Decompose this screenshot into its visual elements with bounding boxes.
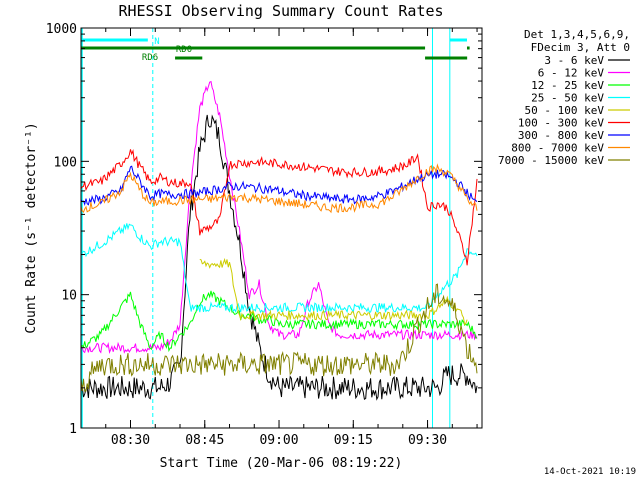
legend-header-line-1: Det 1,3,4,5,6,9, bbox=[524, 28, 630, 41]
legend-entry-label: 3 - 6 keV bbox=[544, 54, 604, 67]
legend: Det 1,3,4,5,6,9, FDecim 3, Att 0 3 - 6 k… bbox=[498, 28, 630, 167]
legend-entry-label: 800 - 7000 keV bbox=[511, 142, 604, 155]
y-tick-label: 1000 bbox=[46, 22, 77, 37]
y-tick-label: 10 bbox=[61, 289, 77, 304]
status-bands: N RD0 RD6 bbox=[81, 28, 483, 428]
plot-frame bbox=[80, 27, 483, 429]
band-label-rd6: RD6 bbox=[142, 53, 158, 63]
y-tick-label: 1 bbox=[69, 422, 77, 437]
series-line-7000-15000-kev bbox=[80, 283, 478, 392]
legend-entry-label: 100 - 300 keV bbox=[518, 117, 604, 130]
x-tick-label: 08:30 bbox=[111, 433, 150, 448]
legend-entry-label: 50 - 100 keV bbox=[525, 104, 605, 117]
band-label-n: N bbox=[154, 37, 159, 47]
band-label-rd0: RD0 bbox=[176, 45, 192, 55]
y-axis-label: Count Rate (s⁻¹ detector⁻¹) bbox=[24, 122, 39, 333]
axis-ticks: 08:30 08:45 09:00 09:15 09:30 1 10 100 1000 bbox=[46, 22, 482, 448]
x-tick-label: 09:00 bbox=[259, 433, 298, 448]
series-line-100-300-kev bbox=[80, 149, 478, 266]
legend-entry-label: 12 - 25 keV bbox=[531, 79, 604, 92]
series-line-300-800-kev bbox=[80, 165, 478, 207]
legend-entry-label: 300 - 800 keV bbox=[518, 129, 604, 142]
legend-entry-label: 6 - 12 keV bbox=[538, 67, 605, 80]
y-tick-label: 100 bbox=[54, 155, 77, 170]
x-tick-label: 08:45 bbox=[185, 433, 224, 448]
x-axis-label: Start Time (20-Mar-06 08:19:22) bbox=[160, 456, 403, 471]
series-line-6-12-kev bbox=[80, 80, 478, 354]
legend-header-line-2: FDecim 3, Att 0 bbox=[531, 41, 630, 54]
series-line-800-7000-kev bbox=[80, 163, 478, 214]
series-line-3-6-kev bbox=[80, 114, 478, 401]
x-tick-label: 09:30 bbox=[408, 433, 447, 448]
date-stamp: 14-Oct-2021 10:19 bbox=[544, 467, 636, 477]
series-line-12-25-kev bbox=[80, 290, 478, 353]
legend-entry-label: 7000 - 15000 keV bbox=[498, 154, 604, 167]
x-tick-label: 09:15 bbox=[334, 433, 373, 448]
chart-title: RHESSI Observing Summary Count Rates bbox=[118, 2, 443, 20]
legend-entry-label: 25 - 50 keV bbox=[531, 92, 604, 105]
series-layer bbox=[80, 80, 478, 401]
